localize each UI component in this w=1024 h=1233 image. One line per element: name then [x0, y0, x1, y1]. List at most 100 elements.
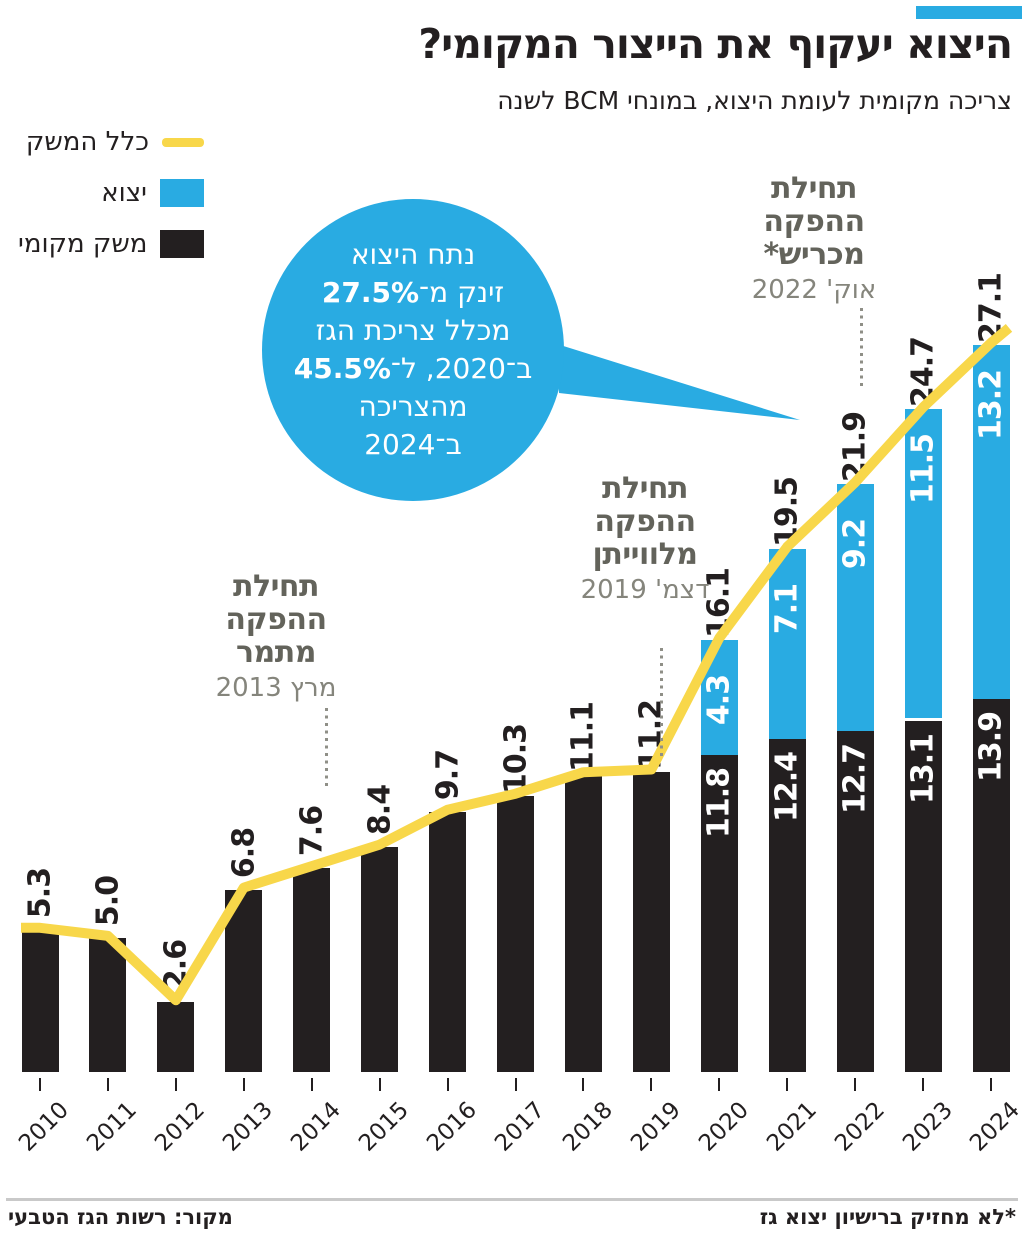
bubble-text-line: נתח היצוא: [351, 236, 475, 274]
legend-item-1: יצוא: [18, 178, 204, 208]
axis-tick: [514, 1078, 517, 1091]
total-value-label: 21.9: [837, 412, 873, 483]
year-label-2016: 2016: [422, 1097, 482, 1157]
legend-item-2: משק מקומי: [18, 229, 204, 259]
axis-tick: [582, 1078, 585, 1091]
annotation-title-line: מלווייתן: [592, 537, 698, 572]
total-value-label: 9.7: [430, 749, 466, 800]
axis-tick: [650, 1078, 653, 1091]
legend: כלל המשק יצוא משק מקומי: [18, 127, 204, 259]
page-subtitle: צריכה מקומית לעומת היצוא, במונחי BCM לשנ…: [497, 86, 1012, 115]
year-label-2019: 2019: [625, 1097, 686, 1157]
year-label-2014: 2014: [286, 1097, 347, 1157]
axis-tick: [718, 1078, 721, 1091]
source-credit: מקור: רשות הגז הטבעי: [8, 1205, 233, 1229]
bar-local-2017: [497, 795, 534, 1072]
legend-label: יצוא: [101, 178, 147, 208]
bubble-text: ב־2024: [364, 428, 462, 461]
bubble-text-line: זינק מ־27.5%: [322, 274, 504, 312]
annotation-leviathan: תחילת ההפקה מלווייתן דצמ' 2019: [581, 472, 710, 606]
bar-local-2011: [89, 937, 127, 1072]
bubble-text-line: ב־2024: [364, 426, 462, 464]
bubble-highlight-value: 27.5%: [321, 276, 420, 309]
total-value-label: 11.1: [565, 702, 601, 773]
local-value-label: 13.9: [973, 712, 1009, 783]
annotation-title-line: תחילת: [770, 171, 858, 206]
total-value-label: 2.6: [158, 940, 194, 991]
axis-tick: [310, 1078, 313, 1091]
annotation-dotted-line: [325, 708, 328, 790]
axis-tick: [242, 1078, 245, 1091]
axis-tick: [922, 1078, 925, 1091]
year-label-2020: 2020: [693, 1097, 754, 1157]
bubble-text: מכלל צריכת הגז: [315, 314, 511, 347]
annotation-title-line: ההפקה: [763, 204, 865, 239]
callout-bubble: נתח היצוא זינק מ־27.5% מכלל צריכת הגז ב־202…: [262, 199, 564, 501]
total-value-label: 5.3: [22, 867, 58, 918]
axis-tick: [990, 1078, 993, 1091]
total-value-label: 19.5: [769, 476, 805, 547]
bubble-text: זינק מ־: [419, 276, 505, 309]
export-value-label: 11.5: [905, 434, 941, 505]
footnote: *לא מחזיק ברישיון יצוא גז: [759, 1205, 1016, 1229]
annotation-title-line: מתמר: [236, 635, 316, 670]
bubble-text-line: מכלל צריכת הגז: [316, 312, 511, 350]
total-value-label: 10.3: [498, 723, 533, 794]
bar-local-2016: [429, 811, 467, 1072]
total-value-label: 11.2: [633, 699, 669, 770]
bar-local-2010: [21, 929, 59, 1072]
year-label-2012: 2012: [150, 1097, 211, 1157]
annotation-karish: תחילת ההפקה מכריש* אוק' 2022: [752, 172, 877, 306]
bubble-text: ב־2020, ל־: [390, 352, 533, 385]
annotation-tamar: תחילת ההפקה מתמר מרץ 2013: [216, 570, 337, 704]
axis-tick: [174, 1078, 177, 1091]
local-value-label: 12.4: [769, 752, 805, 823]
total-value-label: 6.8: [226, 827, 262, 878]
annotation-dotted-line: [860, 308, 863, 390]
year-label-2022: 2022: [829, 1097, 890, 1157]
local-value-label: 13.1: [905, 733, 941, 804]
axis-tick: [786, 1078, 789, 1091]
total-value-label: 8.4: [362, 784, 398, 835]
square-swatch-icon: [160, 230, 204, 258]
annotation-title-line: תחילת: [232, 569, 320, 604]
annotation-dotted-line: [660, 648, 663, 756]
local-value-label: 12.7: [837, 744, 873, 815]
legend-label: כלל המשק: [25, 127, 149, 157]
local-value-label: 11.8: [701, 768, 737, 839]
total-value-label: 27.1: [973, 272, 1009, 343]
axis-tick: [446, 1078, 449, 1091]
year-label-2021: 2021: [761, 1097, 822, 1157]
square-swatch-icon: [160, 179, 204, 207]
annotation-title-line: ההפקה: [225, 602, 327, 637]
bubble-tail: [557, 344, 800, 420]
annotation-title-line: תחילת: [601, 471, 689, 506]
export-value-label: 13.2: [973, 369, 1009, 440]
legend-item-0: כלל המשק: [18, 127, 204, 157]
axis-tick: [854, 1078, 857, 1091]
export-value-label: 9.2: [837, 519, 873, 570]
line-swatch-icon: [162, 137, 204, 147]
year-label-2023: 2023: [897, 1097, 958, 1157]
total-value-label: 7.6: [294, 806, 330, 857]
bubble-text: מהצריכה: [358, 390, 468, 423]
year-label-2024: 2024: [965, 1097, 1024, 1157]
accent-bar: [916, 6, 1022, 19]
export-value-label: 4.3: [701, 674, 737, 726]
axis-tick: [39, 1078, 41, 1091]
legend-label: משק מקומי: [18, 229, 148, 259]
bar-local-2012: [157, 1002, 195, 1072]
axis-tick: [106, 1078, 109, 1091]
bar-local-2014: [293, 868, 331, 1072]
bubble-text: נתח היצוא: [350, 238, 476, 271]
annotation-title-line: ההפקה: [594, 504, 696, 539]
year-label-2018: 2018: [558, 1097, 618, 1157]
footer-divider: [6, 1198, 1018, 1201]
page-title: היצוא יעקוף את הייצור המקומי?: [418, 20, 1013, 68]
year-label-2010: 2010: [14, 1097, 75, 1157]
total-value-label: 5.0: [90, 875, 126, 926]
annotation-title-line: מכריש*: [763, 237, 865, 272]
annotation-date: אוק' 2022: [751, 275, 877, 305]
export-value-label: 7.1: [769, 583, 805, 634]
